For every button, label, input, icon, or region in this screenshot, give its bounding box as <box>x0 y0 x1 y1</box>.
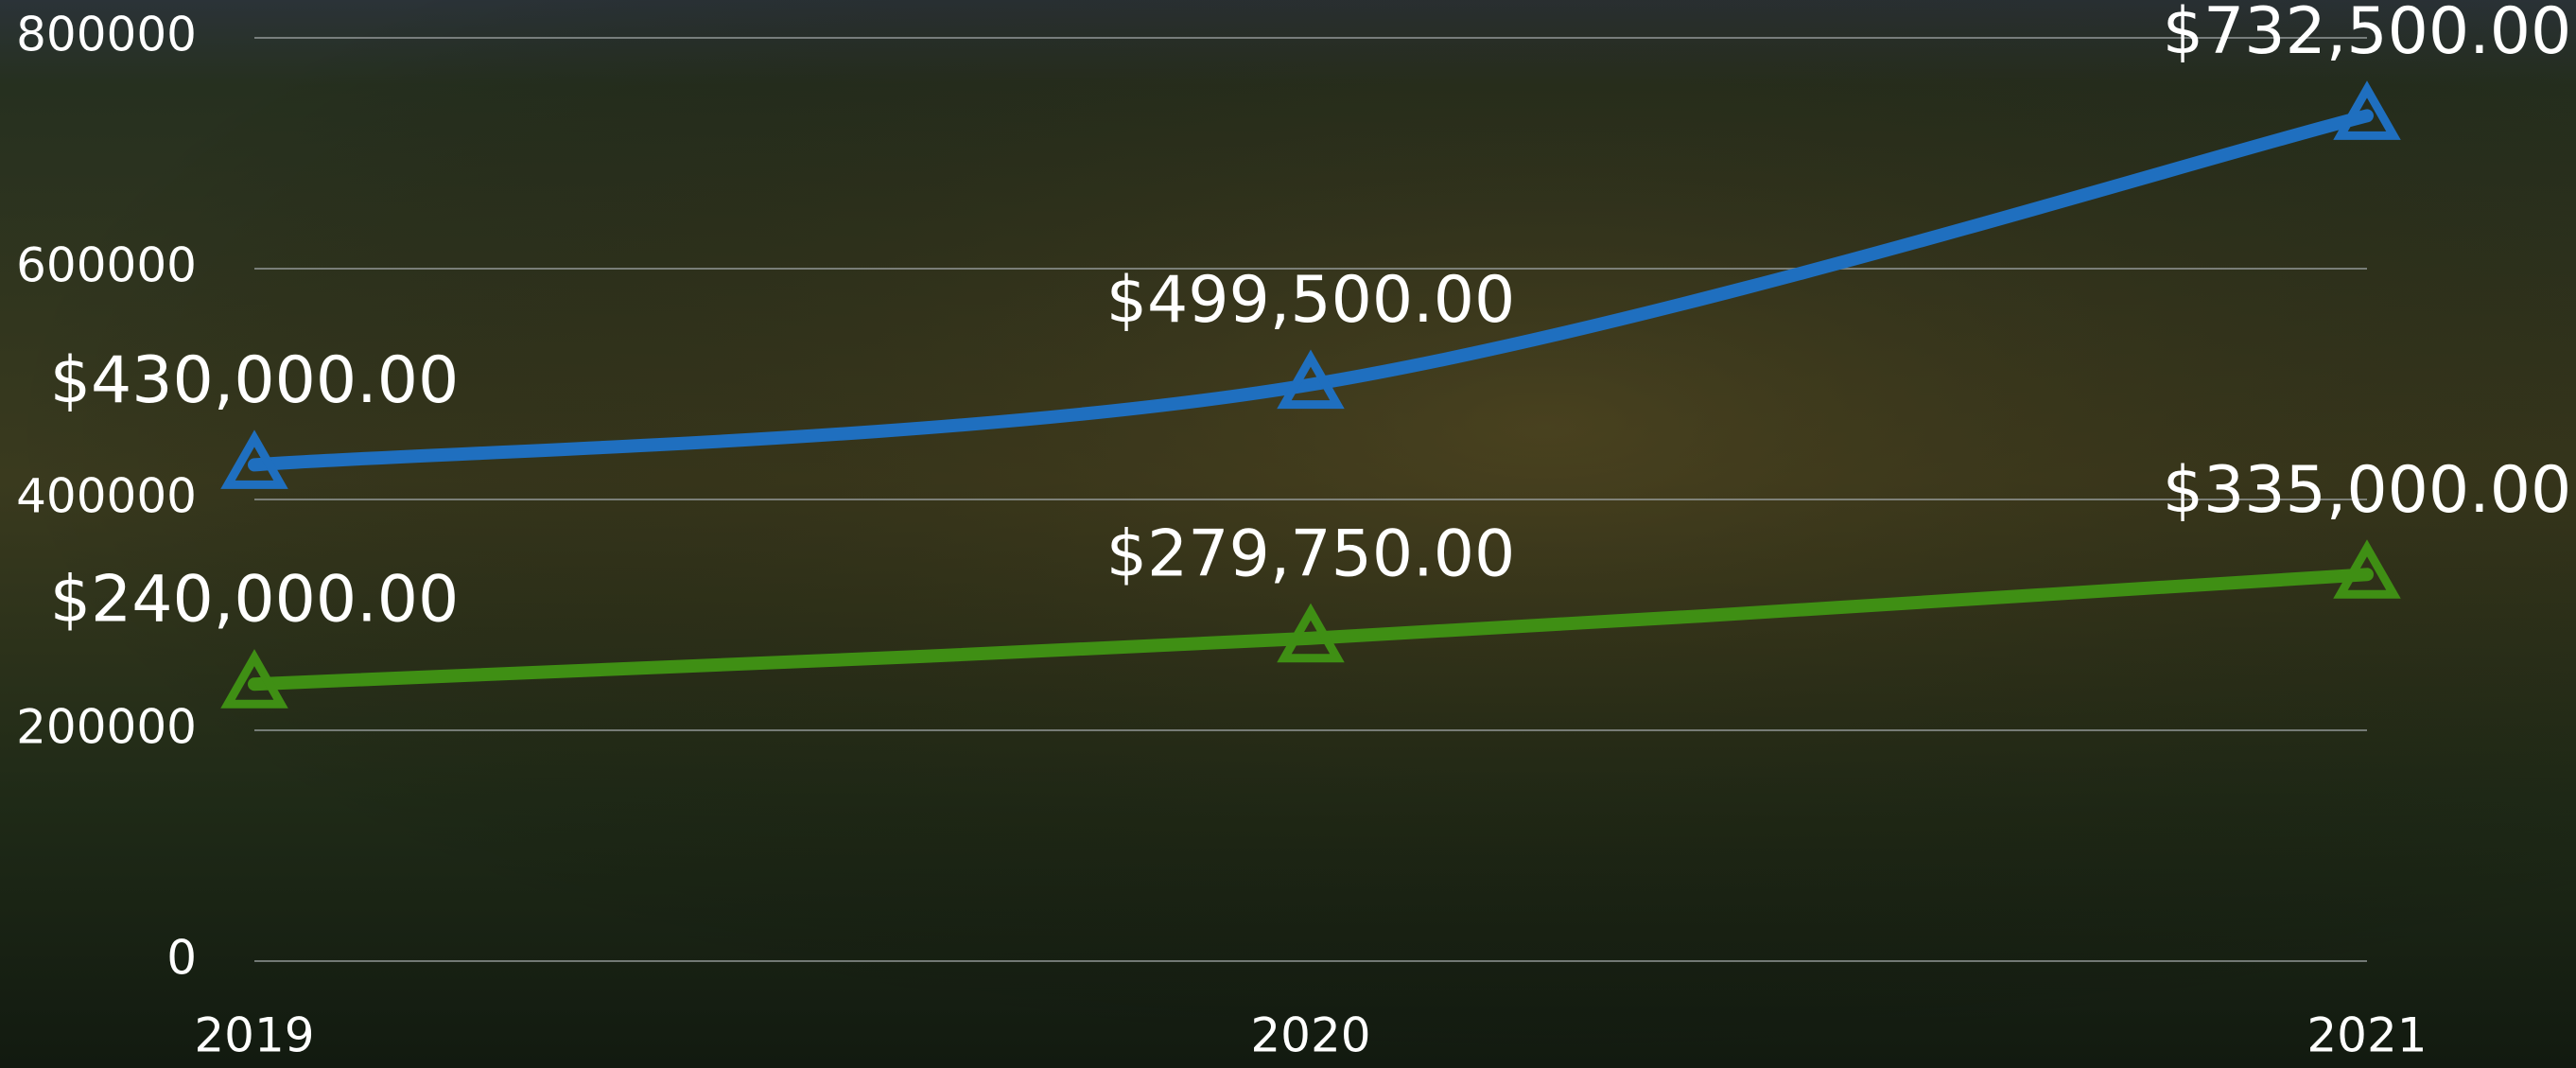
y-tick-label: 400000 <box>16 469 197 524</box>
chart: 0 200000 400000 600000 800000 2019 2020 2021 $43… <box>0 0 2576 1068</box>
data-label: $430,000.00 <box>50 343 460 418</box>
data-label: $240,000.00 <box>50 563 460 638</box>
data-label: $279,750.00 <box>1106 516 1516 591</box>
y-tick-label: 600000 <box>16 238 197 293</box>
data-label: $335,000.00 <box>2163 453 2572 528</box>
y-tick-label: 800000 <box>16 8 197 62</box>
data-label: $499,500.00 <box>1106 263 1516 338</box>
x-tick-label: 2020 <box>1250 1008 1370 1063</box>
y-tick-label: 200000 <box>16 700 197 755</box>
x-tick-label: 2021 <box>2306 1008 2427 1063</box>
data-label: $732,500.00 <box>2163 0 2572 69</box>
y-tick-label: 0 <box>166 931 197 986</box>
x-tick-label: 2019 <box>194 1008 314 1063</box>
